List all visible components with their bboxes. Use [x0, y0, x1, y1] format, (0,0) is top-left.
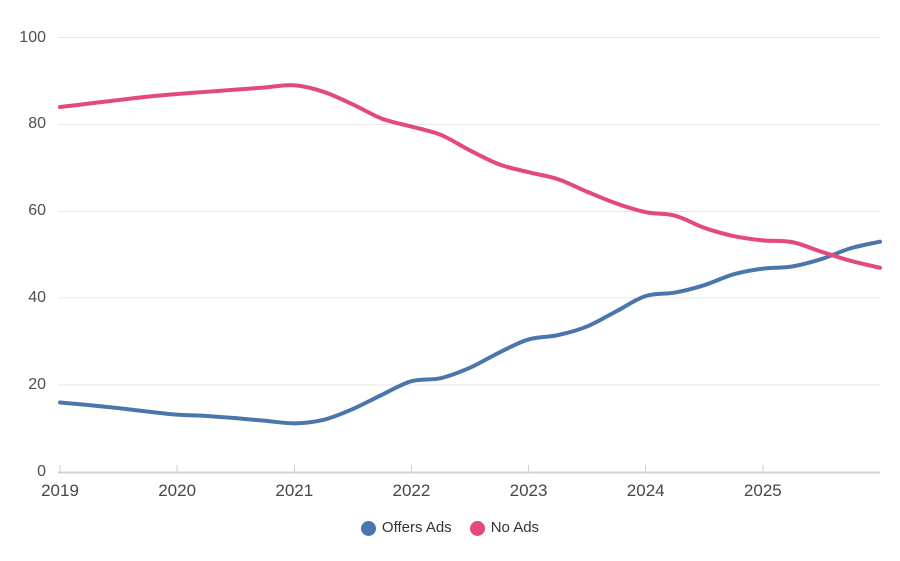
x-axis-label-2021: 2021 [275, 481, 314, 500]
y-axis-label-80: 80 [28, 115, 46, 133]
x-axis-label-2019: 2019 [41, 481, 79, 500]
y-axis-label-0: 0 [37, 463, 46, 480]
x-axis-label-2023: 2023 [509, 481, 548, 500]
legend: Offers Ads No Ads [0, 519, 900, 537]
y-axis-label-40: 40 [28, 289, 46, 307]
series-line-no-ads[interactable] [58, 83, 882, 270]
legend-marker-offers-ads-icon [360, 520, 376, 536]
legend-item-no-ads[interactable]: No Ads [469, 519, 540, 537]
y-axis-label-20: 20 [28, 376, 46, 394]
legend-marker-no-ads-icon [469, 520, 485, 536]
x-axis-label-2022: 2022 [392, 481, 431, 500]
series-line-offers-ads[interactable] [58, 239, 882, 426]
legend-label-no-ads: No Ads [490, 519, 540, 536]
x-axis-label-2025: 2025 [743, 481, 782, 500]
legend-item-offers-ads[interactable]: Offers Ads [360, 519, 452, 537]
x-axis-label-2020: 2020 [158, 481, 197, 500]
y-axis-label-100: 100 [19, 28, 46, 46]
y-axis-label-60: 60 [28, 202, 46, 220]
legend-label-offers-ads: Offers Ads [381, 519, 452, 536]
x-axis-label-2024: 2024 [626, 481, 665, 500]
